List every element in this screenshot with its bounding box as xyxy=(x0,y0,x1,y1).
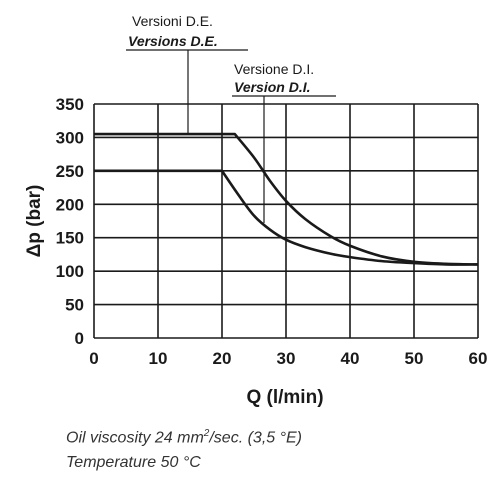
chart-ticks: 0 10 20 30 40 50 60 0 50 100 150 200 250 300 350 xyxy=(56,95,488,368)
y-tick-label-4: 200 xyxy=(56,195,84,214)
chart-grid xyxy=(93,103,479,339)
x-tick-label-6: 60 xyxy=(469,349,488,368)
y-tick-label-6: 300 xyxy=(56,128,84,147)
temperature-note: Temperature 50 °C xyxy=(66,454,201,471)
x-tick-label-1: 10 xyxy=(149,349,168,368)
viscosity-superscript: 2 xyxy=(203,428,210,439)
x-axis-label: Q (l/min) xyxy=(246,387,323,408)
viscosity-prefix: Oil viscosity 24 mm xyxy=(66,429,204,447)
x-tick-label-5: 50 xyxy=(405,349,424,368)
y-tick-label-3: 150 xyxy=(56,229,84,248)
x-tick-label-0: 0 xyxy=(89,349,98,368)
x-tick-label-2: 20 xyxy=(213,349,232,368)
viscosity-note: Oil viscosity 24 mm2/sec. (3,5 °E) xyxy=(66,428,302,447)
y-tick-label-2: 100 xyxy=(56,262,84,281)
y-axis-label: Δp (bar) xyxy=(24,185,45,258)
callout-de-label: Versioni D.E. xyxy=(132,13,213,29)
callout-di-label-en: Version D.I. xyxy=(234,79,311,95)
y-tick-label-0: 0 xyxy=(75,329,84,348)
x-tick-label-4: 40 xyxy=(341,349,360,368)
pressure-flow-chart: 0 10 20 30 40 50 60 0 50 100 150 200 250 300 350 Versi… xyxy=(24,13,488,408)
y-tick-label-1: 50 xyxy=(65,296,84,315)
series-callouts: Versioni D.E. Versions D.E. Versione D.I… xyxy=(126,13,336,224)
callout-di-label: Versione D.I. xyxy=(234,61,314,77)
curve-series-1 xyxy=(94,169,479,266)
viscosity-suffix: /sec. (3,5 °E) xyxy=(209,429,303,447)
y-tick-label-7: 350 xyxy=(56,95,84,114)
callout-de-label-en: Versions D.E. xyxy=(128,33,218,49)
x-tick-label-3: 30 xyxy=(277,349,296,368)
y-tick-label-5: 250 xyxy=(56,162,84,181)
